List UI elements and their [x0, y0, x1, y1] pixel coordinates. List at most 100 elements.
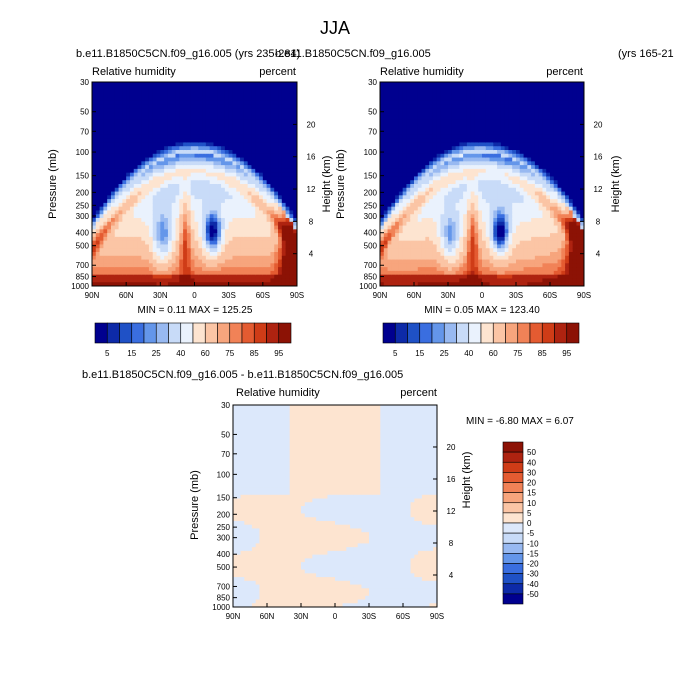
colorbar-swatch — [169, 323, 181, 343]
heatmap-cell — [467, 210, 471, 214]
heatmap-cell — [153, 203, 157, 207]
heatmap-cell — [134, 82, 138, 86]
heatmap-cell — [478, 165, 482, 169]
heatmap-cell — [202, 82, 206, 86]
heatmap-cell — [459, 267, 463, 271]
heatmap-cell — [486, 192, 490, 196]
heatmap-cell — [164, 222, 168, 226]
heatmap-cell — [251, 105, 255, 109]
heatmap-cell — [388, 158, 392, 162]
heatmap-cell — [388, 195, 392, 199]
heatmap-cell — [459, 263, 463, 267]
heatmap-cell — [213, 218, 217, 222]
heatmap-cell — [255, 278, 259, 282]
heatmap-cell — [107, 229, 111, 233]
heatmap-cell — [380, 210, 384, 214]
heatmap-cell — [251, 173, 255, 177]
heatmap-cell — [497, 180, 501, 184]
heatmap-cell — [497, 214, 501, 218]
heatmap-cell — [134, 176, 138, 180]
heatmap-cell — [286, 131, 290, 135]
heatmap-cell — [259, 180, 263, 184]
heatmap-cell — [497, 101, 501, 105]
heatmap-cell — [160, 192, 164, 196]
heatmap-cell — [270, 244, 274, 248]
heatmap-cell — [187, 127, 191, 131]
heatmap-cell — [463, 97, 467, 101]
heatmap-cell — [251, 146, 255, 150]
heatmap-cell — [391, 169, 395, 173]
heatmap-cell — [236, 210, 240, 214]
heatmap-cell — [251, 275, 255, 279]
heatmap-cell — [122, 165, 126, 169]
heatmap-cell — [92, 180, 96, 184]
heatmap-cell — [236, 203, 240, 207]
heatmap-cell — [422, 260, 426, 264]
heatmap-cell — [512, 218, 516, 222]
heatmap-cell — [183, 229, 187, 233]
heatmap-cell — [463, 158, 467, 162]
heatmap-cell — [508, 271, 512, 275]
heatmap-cell — [425, 199, 429, 203]
heatmap-cell — [179, 176, 183, 180]
heatmap-cell — [92, 256, 96, 260]
heatmap-cell — [508, 207, 512, 211]
heatmap-cell — [202, 222, 206, 226]
heatmap-cell — [217, 263, 221, 267]
heatmap-cell — [437, 229, 441, 233]
heatmap-cell — [384, 165, 388, 169]
heatmap-cell — [240, 188, 244, 192]
heatmap-cell — [240, 218, 244, 222]
heatmap-cell — [437, 161, 441, 165]
heatmap-cell — [100, 199, 104, 203]
heatmap-cell — [217, 127, 221, 131]
heatmap-cell — [130, 199, 134, 203]
heatmap-cell — [225, 176, 229, 180]
heatmap-cell — [380, 86, 384, 90]
y-tick-label: 250 — [76, 201, 90, 210]
heatmap-cell — [145, 229, 149, 233]
heatmap-cell — [505, 271, 509, 275]
heatmap-cell — [418, 120, 422, 124]
heatmap-cell — [395, 199, 399, 203]
heatmap-cell — [134, 97, 138, 101]
heatmap-cell — [467, 195, 471, 199]
heatmap-cell — [240, 120, 244, 124]
heatmap-cell — [456, 229, 460, 233]
heatmap-cell — [96, 116, 100, 120]
heatmap-cell — [474, 260, 478, 264]
heatmap-cell — [391, 146, 395, 150]
heatmap-cell — [471, 108, 475, 112]
heatmap-cell — [134, 93, 138, 97]
heatmap-cell — [96, 150, 100, 154]
heatmap-cell — [501, 226, 505, 230]
colorbar-label: 75 — [225, 349, 234, 358]
heatmap-cell — [164, 207, 168, 211]
heatmap-cell — [141, 135, 145, 139]
heatmap-cell — [437, 146, 441, 150]
heatmap-cell — [96, 180, 100, 184]
heatmap-cell — [213, 97, 217, 101]
heatmap-cell — [289, 146, 293, 150]
heatmap-cell — [395, 263, 399, 267]
heatmap-cell — [259, 203, 263, 207]
heatmap-cell — [255, 116, 259, 120]
heatmap-cell — [482, 165, 486, 169]
heatmap-cell — [270, 116, 274, 120]
heatmap-cell — [157, 101, 161, 105]
heatmap-cell — [240, 229, 244, 233]
heatmap-cell — [452, 278, 456, 282]
heatmap-cell — [115, 169, 119, 173]
heatmap-cell — [463, 229, 467, 233]
heatmap-cell — [115, 142, 119, 146]
heatmap-cell — [422, 161, 426, 165]
heatmap-cell — [157, 139, 161, 143]
heatmap-cell — [100, 131, 104, 135]
heatmap-cell — [467, 267, 471, 271]
heatmap-cell — [103, 135, 107, 139]
heatmap-cell — [225, 233, 229, 237]
heatmap-cell — [474, 218, 478, 222]
heatmap-cell — [160, 222, 164, 226]
heatmap-cell — [508, 169, 512, 173]
heatmap-cell — [410, 165, 414, 169]
